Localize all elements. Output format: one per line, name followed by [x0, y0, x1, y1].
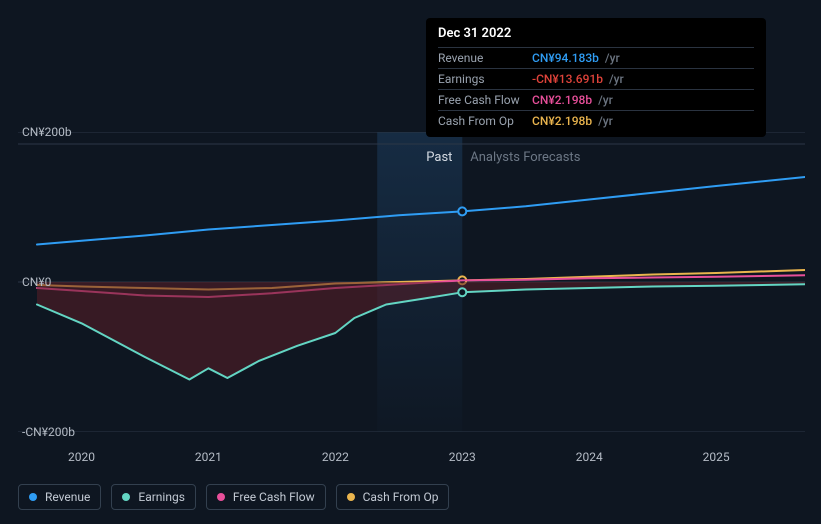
x-axis-label: 2021	[195, 450, 222, 464]
x-axis-label: 2023	[449, 450, 476, 464]
forecast-label: Analysts Forecasts	[470, 150, 580, 165]
tooltip-row-unit: /yr	[602, 51, 620, 65]
x-axis-label: 2025	[703, 450, 730, 464]
chart-svg	[18, 132, 805, 432]
legend-label: Revenue	[45, 490, 90, 504]
tooltip-row-unit: /yr	[595, 114, 613, 128]
legend-label: Earnings	[138, 490, 185, 504]
legend-dot-icon	[347, 493, 355, 501]
tooltip-row-label: Free Cash Flow	[438, 93, 532, 107]
x-axis-label: 2020	[68, 450, 95, 464]
tooltip-row-label: Earnings	[438, 72, 532, 86]
x-axis-label: 2024	[576, 450, 603, 464]
tooltip-title: Dec 31 2022	[438, 26, 754, 41]
tooltip-row: Cash From OpCN¥2.198b /yr	[438, 110, 754, 131]
tooltip-row-unit: /yr	[595, 93, 613, 107]
y-axis-label: -CN¥200b	[22, 425, 75, 439]
legend-label: Free Cash Flow	[233, 490, 315, 504]
legend-dot-icon	[217, 493, 225, 501]
y-axis-label: CN¥0	[22, 275, 51, 289]
legend-dot-icon	[29, 493, 37, 501]
tooltip-row-value: CN¥2.198b /yr	[532, 93, 613, 107]
past-label: Past	[426, 150, 452, 165]
tooltip-row: Earnings-CN¥13.691b /yr	[438, 68, 754, 89]
legend-label: Cash From Op	[363, 490, 439, 504]
legend-item[interactable]: Earnings	[111, 484, 196, 510]
tooltip-row-unit: /yr	[606, 72, 624, 86]
tooltip-row-label: Cash From Op	[438, 114, 532, 128]
financial-chart	[18, 132, 805, 432]
tooltip-row-value: CN¥94.183b /yr	[532, 51, 620, 65]
legend-item[interactable]: Revenue	[18, 484, 101, 510]
tooltip-row-label: Revenue	[438, 51, 532, 65]
tooltip-row-value: CN¥2.198b /yr	[532, 114, 613, 128]
y-axis-label: CN¥200b	[22, 125, 72, 139]
tooltip-row: RevenueCN¥94.183b /yr	[438, 47, 754, 68]
legend-dot-icon	[122, 493, 130, 501]
tooltip-row-value: -CN¥13.691b /yr	[532, 72, 624, 86]
chart-tooltip: Dec 31 2022 RevenueCN¥94.183b /yrEarning…	[426, 18, 766, 137]
tooltip-row: Free Cash FlowCN¥2.198b /yr	[438, 89, 754, 110]
chart-legend: Revenue Earnings Free Cash Flow Cash From O…	[18, 484, 449, 510]
x-axis-label: 2022	[322, 450, 349, 464]
legend-item[interactable]: Free Cash Flow	[206, 484, 326, 510]
legend-item[interactable]: Cash From Op	[336, 484, 450, 510]
